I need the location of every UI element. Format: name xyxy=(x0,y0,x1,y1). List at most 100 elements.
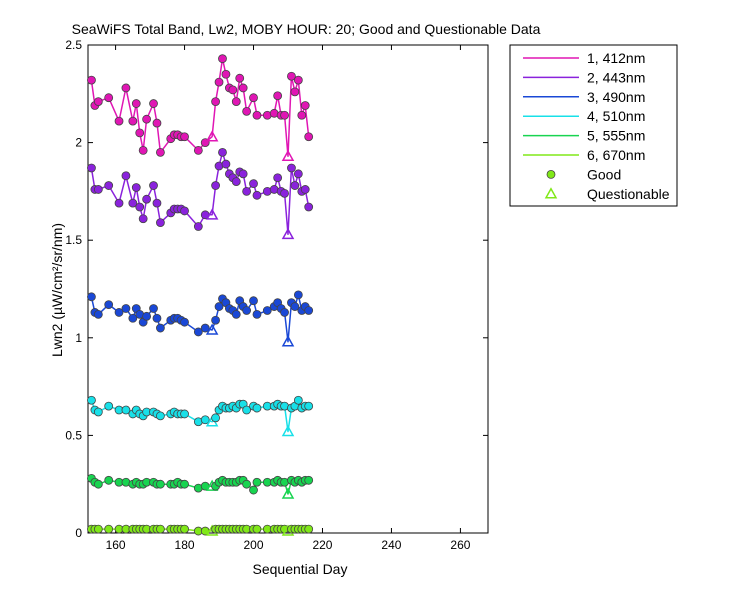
good-point xyxy=(104,181,114,190)
x-tick-label: 180 xyxy=(175,538,195,552)
good-point xyxy=(242,405,252,415)
good-point xyxy=(156,218,165,228)
good-point xyxy=(180,206,189,216)
good-point xyxy=(231,309,241,319)
good-point xyxy=(231,177,241,187)
good-point xyxy=(87,395,96,405)
good-point xyxy=(211,97,220,107)
y-tick-label: 0 xyxy=(75,526,82,540)
good-point xyxy=(304,475,314,485)
legend-good-marker xyxy=(546,169,556,179)
good-point xyxy=(293,75,303,85)
good-point xyxy=(93,97,103,107)
x-tick-label: 220 xyxy=(312,538,332,552)
good-point xyxy=(249,179,258,188)
good-point xyxy=(131,99,141,108)
good-point xyxy=(304,401,314,411)
good-point xyxy=(290,181,300,190)
good-point xyxy=(214,302,224,311)
good-point xyxy=(104,300,114,310)
good-point xyxy=(142,194,152,204)
legend: 1, 412nm 2, 443nm 3, 490nm 4, 510nm 5, 555nm… xyxy=(509,44,678,207)
good-point xyxy=(152,313,162,323)
good-point xyxy=(297,110,307,120)
good-point xyxy=(104,524,114,534)
legend-label-2: 2, 443nm xyxy=(587,69,645,85)
good-point xyxy=(218,54,227,64)
good-point xyxy=(87,163,96,173)
good-point xyxy=(221,69,231,79)
questionable-point xyxy=(281,424,295,437)
good-point xyxy=(293,290,303,300)
good-point xyxy=(242,186,252,196)
good-point xyxy=(235,73,245,83)
good-point xyxy=(242,306,252,315)
good-point xyxy=(252,309,262,319)
good-point xyxy=(238,169,248,179)
good-point xyxy=(142,311,152,321)
good-point xyxy=(138,214,148,224)
plot-area: 160 180 200 220 240 260 0 0.5 1 1.5 2 2.5 xyxy=(65,38,489,552)
legend-label-4: 4, 510nm xyxy=(587,108,645,124)
good-point xyxy=(180,317,189,327)
legend-box xyxy=(509,44,678,207)
good-point xyxy=(142,114,152,124)
good-point xyxy=(238,83,248,93)
good-point xyxy=(152,198,162,208)
good-point xyxy=(149,304,158,313)
x-tick-label: 200 xyxy=(244,538,264,552)
good-point xyxy=(290,302,300,311)
x-tick-label: 240 xyxy=(381,538,401,552)
good-point xyxy=(252,403,262,413)
good-point xyxy=(249,485,258,495)
questionable-point xyxy=(205,208,219,220)
good-point xyxy=(104,93,114,103)
good-point xyxy=(121,304,131,313)
good-point xyxy=(114,116,124,126)
good-point xyxy=(104,401,114,411)
good-point xyxy=(252,477,262,487)
good-point xyxy=(87,75,96,85)
good-point xyxy=(128,198,138,208)
legend-label-questionable: Questionable xyxy=(587,186,670,202)
good-point xyxy=(180,524,189,534)
good-point xyxy=(287,163,296,173)
good-point xyxy=(93,479,103,489)
good-point xyxy=(93,185,103,194)
good-point xyxy=(87,292,96,302)
questionable-point xyxy=(281,149,295,162)
good-point xyxy=(252,190,262,200)
good-point xyxy=(156,411,165,421)
good-point xyxy=(249,296,258,306)
good-point xyxy=(152,118,162,128)
good-point xyxy=(304,202,314,212)
good-point xyxy=(287,71,296,81)
legend-label-good: Good xyxy=(587,166,621,182)
good-point xyxy=(156,147,165,157)
good-point xyxy=(221,159,231,169)
legend-label-6: 6, 670nm xyxy=(587,147,645,163)
good-point xyxy=(214,77,224,87)
good-point xyxy=(273,91,283,101)
good-point xyxy=(228,85,238,95)
y-tick-label: 1 xyxy=(75,331,82,345)
good-point xyxy=(280,188,289,198)
good-point xyxy=(218,147,227,157)
good-point xyxy=(135,128,145,138)
good-point xyxy=(280,308,289,317)
x-tick-label: 160 xyxy=(106,538,126,552)
good-point xyxy=(262,306,272,315)
good-point xyxy=(290,87,300,97)
good-point xyxy=(114,308,124,317)
y-tick-label: 2.5 xyxy=(65,38,82,52)
legend-label-3: 3, 490nm xyxy=(587,89,645,105)
good-point xyxy=(252,524,262,534)
good-point xyxy=(280,110,289,120)
good-point xyxy=(135,202,145,212)
x-tick-label: 260 xyxy=(450,538,470,552)
good-point xyxy=(121,83,131,93)
good-point xyxy=(128,313,138,323)
good-point xyxy=(300,101,310,110)
good-point xyxy=(231,97,241,107)
